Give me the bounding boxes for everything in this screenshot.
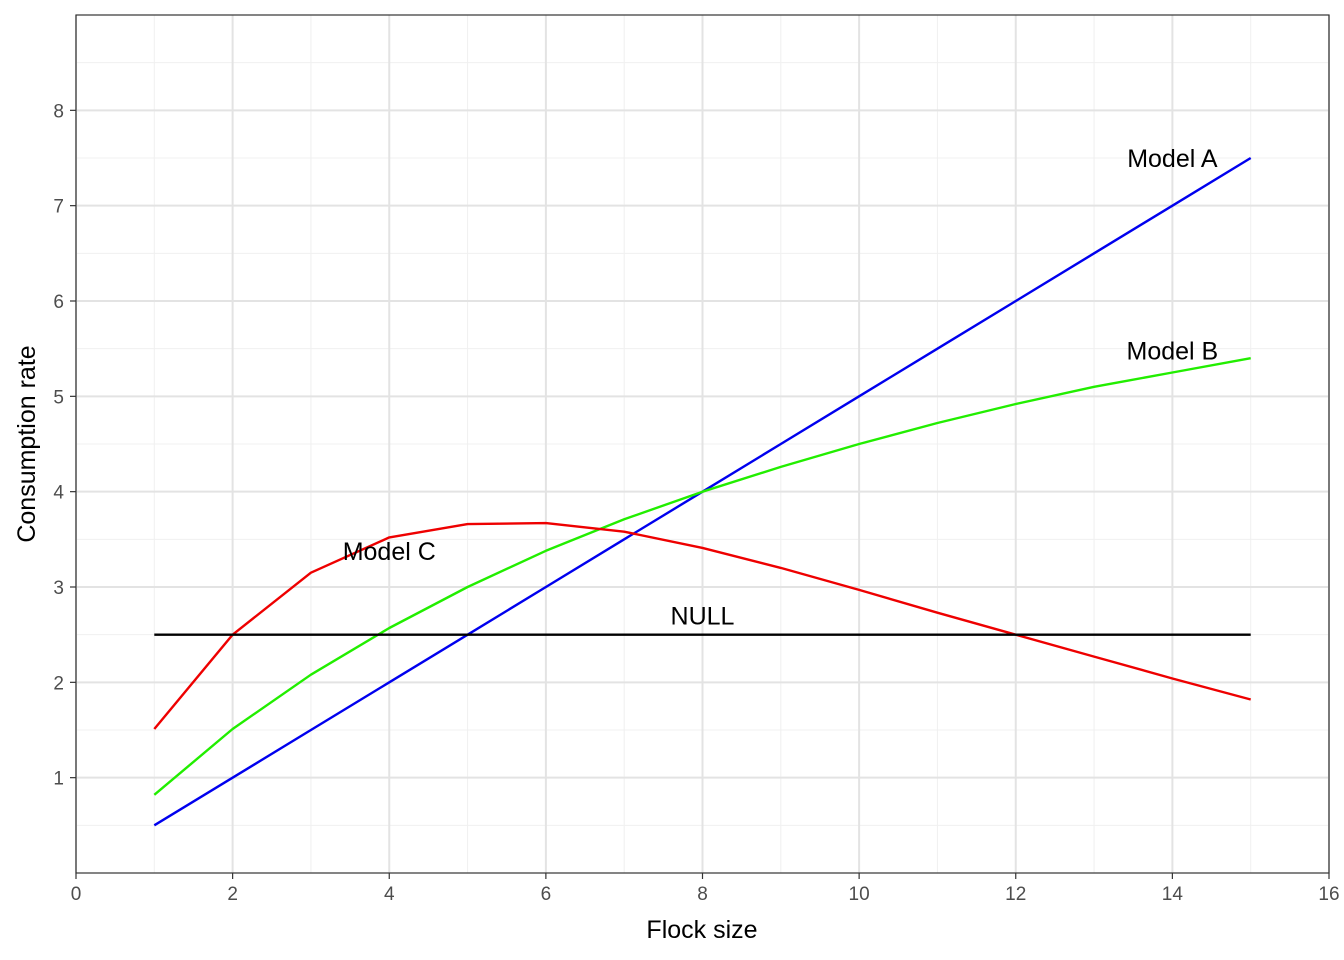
- series-labels: Model A Model B Model C NULL: [343, 145, 1219, 631]
- y-tick-label: 4: [53, 483, 64, 504]
- x-tick-label: 0: [71, 884, 82, 905]
- series-line-model-c: [153, 521, 1252, 730]
- y-tick-label: 2: [53, 673, 64, 694]
- x-tick-label: 14: [1162, 884, 1184, 905]
- y-tick-label: 7: [53, 197, 64, 218]
- x-tick-label: 2: [227, 884, 238, 905]
- y-axis-title: Consumption rate: [13, 345, 41, 542]
- x-axis-title: Flock size: [646, 916, 757, 944]
- y-tick-label: 6: [53, 292, 64, 313]
- series-label-model-b: Model B: [1127, 338, 1219, 366]
- series-label-model-a: Model A: [1127, 145, 1218, 173]
- y-axis: 1 2 3 4 5 6 7 8: [53, 101, 76, 790]
- series-label-null: NULL: [671, 603, 735, 631]
- series-line-model-b: [153, 357, 1251, 796]
- y-tick-label: 3: [53, 578, 64, 599]
- series-label-model-c: Model C: [343, 538, 436, 566]
- x-tick-label: 8: [697, 884, 708, 905]
- x-tick-label: 6: [541, 884, 552, 905]
- x-tick-label: 4: [384, 884, 395, 905]
- x-tick-label: 16: [1318, 884, 1339, 905]
- x-axis: 0 2 4 6 8 10 12 14 16: [71, 873, 1340, 905]
- series-lines: [153, 156, 1252, 827]
- y-tick-label: 5: [53, 387, 64, 408]
- x-tick-label: 12: [1005, 884, 1026, 905]
- y-tick-label: 8: [53, 101, 64, 122]
- y-tick-label: 1: [53, 769, 64, 790]
- x-tick-label: 10: [849, 884, 870, 905]
